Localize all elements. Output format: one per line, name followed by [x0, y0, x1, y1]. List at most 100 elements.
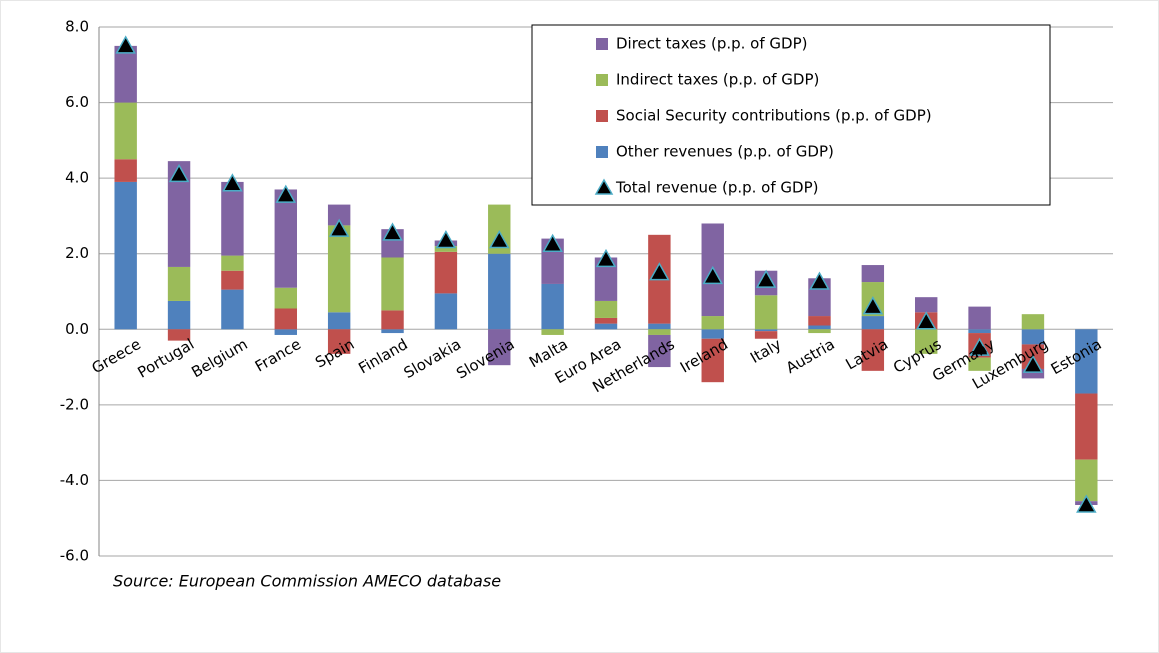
bar-segment: [915, 329, 938, 354]
total-marker: [862, 296, 884, 315]
bar-segment: [274, 329, 297, 335]
bar-segment: [381, 329, 404, 334]
bar-segment: [327, 204, 351, 226]
source-note: Source: European Commission AMECO databa…: [113, 572, 501, 591]
bar-segment: [861, 329, 885, 371]
bar-segment: [221, 255, 244, 271]
bar-segment: [594, 317, 618, 324]
legend-swatch: [596, 110, 608, 122]
y-tick-label: -2.0: [60, 395, 89, 413]
bar-segment: [968, 329, 991, 334]
total-marker: [435, 229, 457, 249]
bar-segment: [327, 312, 351, 330]
bar-segment: [541, 283, 564, 330]
bar-segment: [968, 306, 991, 330]
bar-segment: [701, 316, 724, 330]
total-marker: [649, 262, 670, 281]
total-marker: [328, 218, 350, 237]
bar-segment: [1021, 368, 1045, 379]
bar-segment: [915, 297, 938, 313]
bar-segment: [648, 334, 671, 368]
y-tick-label: 2.0: [65, 244, 89, 262]
total-marker: [702, 265, 724, 285]
legend-label: Total revenue (p.p. of GDP): [615, 179, 818, 197]
total-marker: [222, 173, 243, 192]
bar-segment: [754, 295, 778, 330]
bar-segment: [434, 246, 458, 252]
bar-segment: [434, 293, 458, 330]
bar-segment: [861, 265, 885, 283]
bar-segment: [1075, 459, 1098, 502]
bar-segment: [327, 225, 351, 313]
bar-segment: [167, 266, 191, 301]
total-marker: [1076, 494, 1097, 513]
bar-segment: [1075, 329, 1098, 394]
y-tick-label: 0.0: [65, 320, 89, 338]
bar-segment: [114, 181, 137, 330]
bar-segment: [221, 270, 244, 290]
bar-segment: [221, 289, 244, 330]
bar-segment: [221, 181, 244, 256]
legend-box: [531, 24, 1051, 206]
legend: Direct taxes (p.p. of GDP) Indirect taxes…: [531, 24, 1051, 206]
bar-segment: [648, 323, 671, 330]
legend-marker: [594, 178, 614, 195]
total-marker: [382, 222, 403, 241]
legend-label: Direct taxes (p.p. of GDP): [616, 35, 807, 53]
total-marker: [115, 35, 136, 54]
legend-label: Social Security contributions (p.p. of G…: [616, 107, 932, 125]
bar-segment: [968, 357, 991, 371]
y-tick-label: -6.0: [60, 547, 89, 565]
bar-segment: [808, 325, 831, 330]
total-marker: [275, 184, 297, 203]
bar-segment: [648, 329, 671, 335]
bar-segment: [274, 189, 297, 288]
total-marker: [488, 229, 510, 249]
bar-segment: [594, 300, 618, 318]
legend-label: Other revenues (p.p. of GDP): [616, 143, 834, 161]
bar-segment: [594, 257, 618, 301]
bar-segment: [274, 308, 297, 330]
bar-segment: [701, 338, 724, 383]
bar-segment: [808, 329, 831, 334]
legend-swatch: [596, 38, 608, 50]
bar-segment: [754, 329, 778, 332]
legend-label: Indirect taxes (p.p. of GDP): [616, 71, 819, 89]
bar-segment: [114, 45, 137, 103]
bar-segment: [167, 329, 191, 341]
legend-swatch: [596, 146, 608, 158]
total-marker: [969, 337, 990, 356]
bar-segment: [167, 300, 191, 330]
bar-segment: [1075, 393, 1098, 460]
y-tick-label: 6.0: [65, 93, 89, 111]
bar-segment: [754, 331, 778, 339]
bar-segment: [381, 257, 404, 311]
bar-segment: [327, 329, 351, 354]
bar-segment: [381, 310, 404, 330]
total-marker: [595, 248, 617, 268]
bar-segment: [701, 329, 724, 339]
bar-segment: [488, 329, 511, 366]
total-marker: [1022, 354, 1044, 373]
bar-segment: [114, 159, 137, 182]
bar-segment: [808, 316, 831, 326]
bar-segment: [434, 251, 458, 294]
bar-segment: [1021, 329, 1045, 345]
bar-segment: [488, 253, 511, 330]
bar-segment: [274, 287, 297, 309]
y-tick-label: 4.0: [65, 169, 89, 187]
bar-segment: [114, 102, 137, 160]
bar-segment: [594, 323, 618, 330]
y-tick-label: 8.0: [65, 18, 89, 36]
total-marker: [168, 163, 190, 183]
total-marker: [809, 271, 830, 290]
total-marker: [542, 233, 563, 253]
bar-segment: [861, 316, 885, 330]
total-marker: [755, 269, 777, 288]
bar-segment: [1021, 314, 1045, 330]
total-marker: [915, 311, 937, 330]
bar-segment: [541, 329, 564, 335]
y-tick-label: -4.0: [60, 471, 89, 489]
